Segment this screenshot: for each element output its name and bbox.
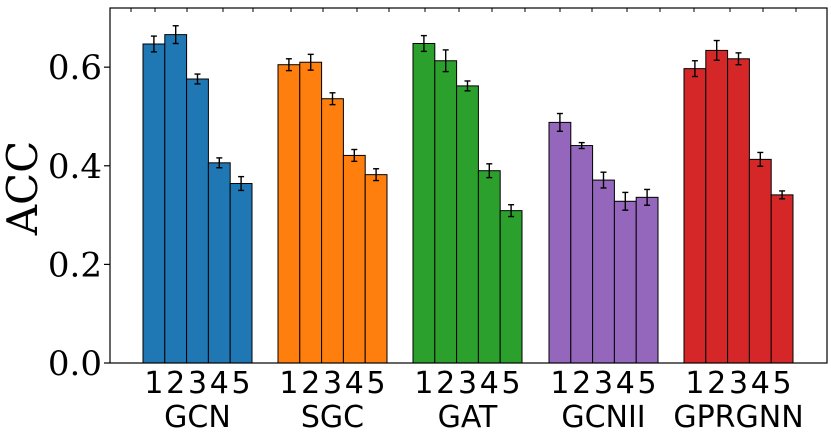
x-tick-label-gcnii-3: 3 — [594, 366, 613, 401]
bar-gat-1 — [412, 43, 436, 364]
group-label-gcn: GCN — [164, 400, 231, 435]
x-tick-label-sgc-4: 4 — [345, 366, 364, 401]
x-tick-label-gprgnn-2: 2 — [707, 366, 726, 401]
bar-gprgnn-4 — [748, 158, 772, 364]
x-tick-label-gcn-4: 4 — [210, 366, 229, 401]
bar-sgc-2 — [299, 61, 323, 364]
y-axis-title: ACC — [0, 141, 47, 237]
bar-gprgnn-1 — [683, 68, 707, 364]
bar-gat-5 — [499, 210, 523, 364]
y-tick-label-0.4: 0.4 — [48, 147, 102, 187]
x-tick-label-sgc-3: 3 — [323, 366, 342, 401]
bar-sgc-5 — [364, 174, 388, 364]
bar-gcn-5 — [229, 183, 253, 364]
bar-gcnii-1 — [548, 121, 572, 364]
x-tick-label-gprgnn-3: 3 — [729, 366, 748, 401]
group-label-sgc: SGC — [301, 400, 364, 435]
bar-gprgnn-3 — [727, 58, 750, 364]
x-tick-label-gcn-5: 5 — [232, 366, 251, 401]
plot-frame — [109, 7, 828, 364]
bar-sgc-4 — [342, 154, 366, 364]
bar-gat-4 — [477, 170, 501, 364]
x-tick-label-gcnii-2: 2 — [572, 366, 591, 401]
bar-gprgnn-5 — [770, 194, 794, 364]
x-tick-label-gcnii-1: 1 — [550, 366, 569, 401]
y-tick-label-0.2: 0.2 — [48, 245, 102, 285]
x-tick-label-gcn-3: 3 — [188, 366, 207, 401]
bar-sgc-3 — [321, 98, 344, 364]
bar-gcnii-4 — [613, 200, 637, 364]
x-tick-label-gprgnn-5: 5 — [773, 366, 792, 401]
x-tick-label-gat-3: 3 — [458, 366, 477, 401]
x-tick-label-sgc-2: 2 — [301, 366, 320, 401]
group-label-gcnii: GCNII — [561, 400, 645, 435]
x-tick-label-gcn-1: 1 — [144, 366, 163, 401]
y-tick-label-0.6: 0.6 — [48, 48, 102, 88]
bar-gcnii-2 — [570, 145, 594, 364]
bar-gat-2 — [434, 60, 458, 364]
bar-gprgnn-2 — [705, 49, 729, 364]
x-tick-label-gcnii-4: 4 — [616, 366, 635, 401]
bar-gcn-3 — [186, 78, 209, 364]
x-tick-label-gcnii-5: 5 — [638, 366, 657, 401]
x-tick-label-gat-1: 1 — [414, 366, 433, 401]
x-tick-label-gat-5: 5 — [502, 366, 521, 401]
x-tick-label-sgc-1: 1 — [279, 366, 298, 401]
bar-gcnii-5 — [635, 196, 659, 364]
bar-gcnii-3 — [592, 179, 615, 364]
bar-gat-3 — [456, 85, 479, 364]
group-label-gat: GAT — [438, 400, 498, 435]
y-tick-label-0.0: 0.0 — [48, 344, 102, 384]
x-tick-label-sgc-5: 5 — [367, 366, 386, 401]
x-tick-label-gprgnn-4: 4 — [751, 366, 770, 401]
x-tick-label-gat-2: 2 — [436, 366, 455, 401]
x-tick-label-gat-4: 4 — [480, 366, 499, 401]
x-tick-label-gcn-2: 2 — [166, 366, 185, 401]
x-tick-label-gprgnn-1: 1 — [685, 366, 704, 401]
bar-gcn-2 — [164, 34, 188, 364]
bar-gcn-1 — [142, 43, 166, 364]
group-label-gprgnn: GPRGNN — [673, 400, 803, 435]
bar-gcn-4 — [207, 162, 231, 364]
bar-sgc-1 — [277, 64, 301, 364]
